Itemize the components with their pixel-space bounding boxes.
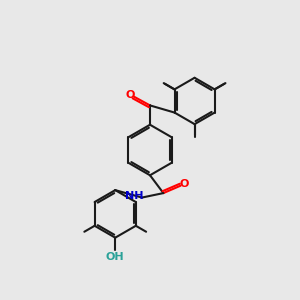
Text: O: O (125, 90, 134, 100)
Text: NH: NH (125, 191, 144, 201)
Text: O: O (180, 179, 189, 189)
Text: OH: OH (106, 252, 124, 262)
